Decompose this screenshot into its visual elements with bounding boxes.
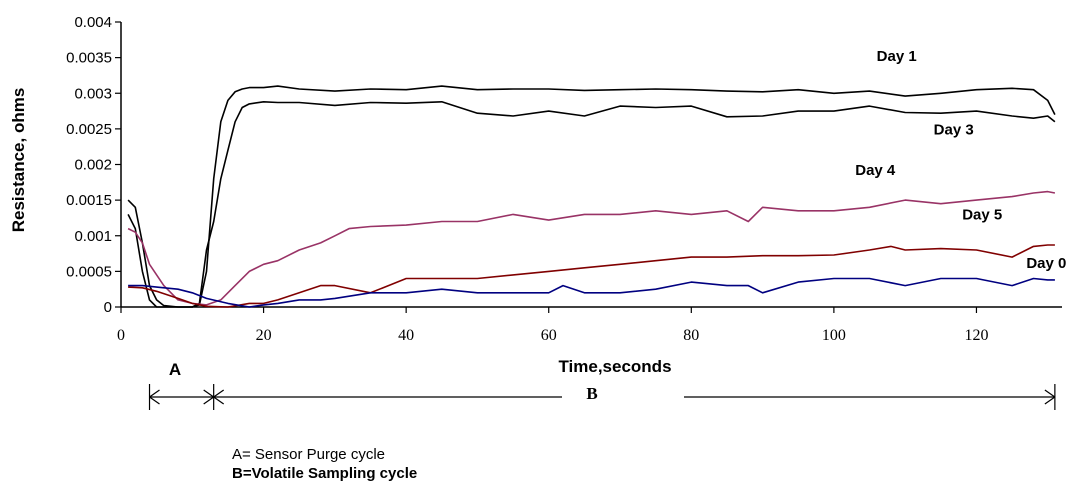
x-tick-label: 40 <box>398 327 414 344</box>
series-line-day-4 <box>127 190 1056 306</box>
x-ticks: 0 20 40 60 80 100 120 <box>117 307 988 344</box>
series-label-day-0: Day 0 <box>1026 255 1066 272</box>
arrowhead <box>213 389 225 398</box>
arrowhead <box>149 389 160 398</box>
series-lines <box>127 85 1056 308</box>
series-line-day-3 <box>127 101 1056 308</box>
x-tick-label: 100 <box>822 327 846 344</box>
cycle-arrows <box>148 384 1056 410</box>
y-tick-label: 0.004 <box>74 14 112 31</box>
y-tick-label: 0.0035 <box>66 50 112 67</box>
cycle-annotations: A B <box>148 360 1056 410</box>
series-line-day-5 <box>128 244 1055 308</box>
x-tick-label: 120 <box>964 327 988 344</box>
y-axis-title: Resistance, ohms <box>9 88 28 233</box>
series-label-day-4: Day 4 <box>855 162 896 179</box>
y-tick-label: 0.0015 <box>66 192 112 209</box>
region-b-label: B <box>586 384 597 403</box>
region-a-label: A <box>169 360 181 379</box>
plot-area: 0 0.0005 0.001 0.0015 0.002 0.0025 0.003 0.0035… <box>66 14 1066 344</box>
series-line-day-1 <box>127 85 1056 308</box>
series-label-day-5: Day 5 <box>962 206 1002 223</box>
x-tick-label: 0 <box>117 327 125 344</box>
y-tick-label: 0.001 <box>74 228 112 245</box>
arrowhead <box>203 396 215 405</box>
series-line-day-0 <box>128 277 1055 308</box>
y-tick-label: 0 <box>104 299 112 316</box>
series-label-day-3: Day 3 <box>934 122 974 139</box>
y-tick-label: 0.002 <box>74 157 112 174</box>
legend-b-text: B=Volatile Sampling cycle <box>232 465 417 482</box>
series-label-day-1: Day 1 <box>877 48 917 65</box>
y-tick-label: 0.003 <box>74 85 112 102</box>
arrowhead <box>1044 389 1056 398</box>
x-axis-title: Time,seconds <box>558 357 671 376</box>
x-tick-label: 80 <box>683 327 699 344</box>
arrowhead <box>213 396 225 405</box>
y-ticks: 0 0.0005 0.001 0.0015 0.002 0.0025 0.003 0.0035… <box>66 14 121 316</box>
x-tick-label: 20 <box>256 327 272 344</box>
legend-a-text: A= Sensor Purge cycle <box>232 446 385 463</box>
arrowhead <box>149 396 160 405</box>
y-tick-label: 0.0025 <box>66 121 112 138</box>
arrowhead <box>203 389 215 398</box>
arrowhead <box>1044 396 1056 405</box>
series-labels: Day 1 Day 3 Day 4 Day 5 Day 0 <box>855 48 1066 272</box>
y-tick-label: 0.0005 <box>66 263 112 280</box>
x-tick-label: 60 <box>541 327 557 344</box>
